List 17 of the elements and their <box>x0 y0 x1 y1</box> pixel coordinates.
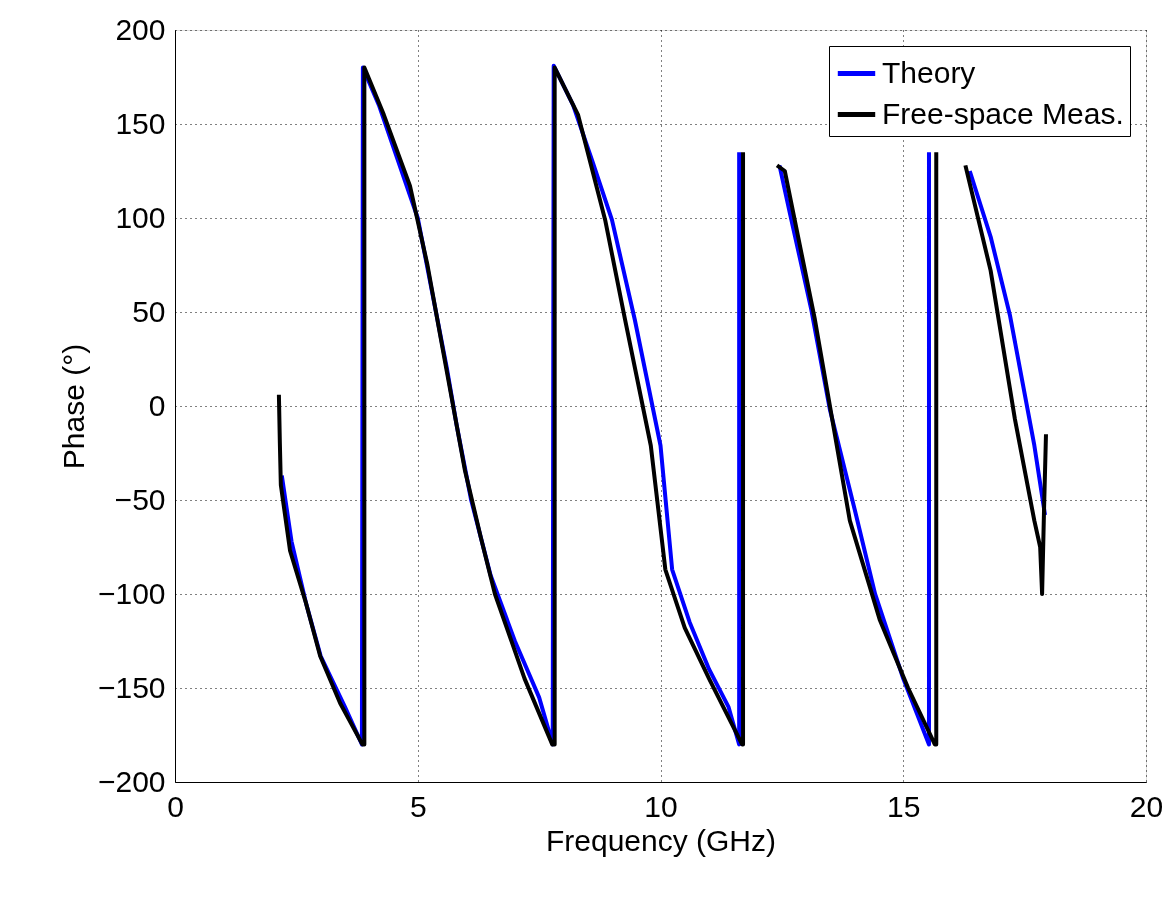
x-axis-title: Frequency (GHz) <box>545 823 777 857</box>
legend-label: Theory <box>882 55 976 89</box>
y-tick-label: −50 <box>114 482 166 516</box>
y-tick-label: −150 <box>97 670 166 704</box>
x-tick-label: 20 <box>1129 789 1164 823</box>
y-tick-label: 100 <box>115 200 166 234</box>
y-tick-label: −200 <box>97 764 166 798</box>
y-tick-label: 50 <box>132 294 166 328</box>
y-tick-label: 150 <box>115 106 166 140</box>
y-tick-label: −100 <box>97 576 166 610</box>
y-tick-label: 200 <box>115 12 166 46</box>
x-tick-label: 10 <box>644 789 678 823</box>
y-axis-title: Phase (°) <box>56 343 90 470</box>
x-tick-label: 15 <box>887 789 921 823</box>
legend-label: Free-space Meas. <box>882 96 1124 130</box>
y-tick-label: 0 <box>148 388 166 422</box>
x-tick-label: 5 <box>409 789 427 823</box>
